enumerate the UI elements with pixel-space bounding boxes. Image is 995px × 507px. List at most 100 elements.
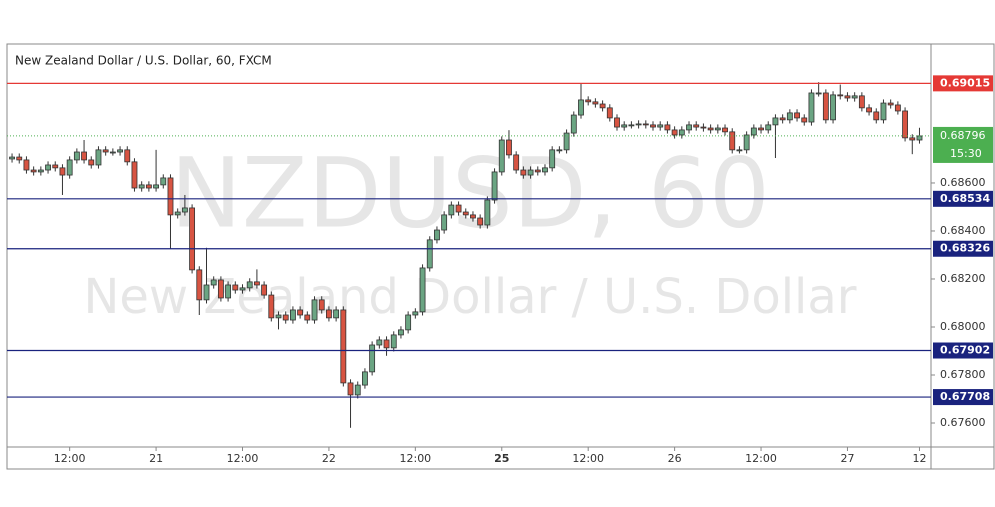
watermark-subtitle: New Zealand Dollar / U.S. Dollar <box>83 269 856 325</box>
candle-body <box>398 329 404 336</box>
candle-body <box>549 149 556 169</box>
candle-body <box>448 204 455 216</box>
candle-body <box>311 299 318 321</box>
candle-body <box>707 127 714 131</box>
candle-body <box>578 99 584 116</box>
candle-body <box>426 239 433 269</box>
candle-body <box>73 151 80 161</box>
x-tick-label: 26 <box>668 452 682 465</box>
candle-body <box>542 167 548 173</box>
candle-body <box>714 127 721 131</box>
candle-body <box>628 124 635 127</box>
chart-title: New Zealand Dollar / U.S. Dollar, 60, FX… <box>15 54 272 68</box>
candle-body <box>801 117 808 123</box>
candle-body <box>743 134 750 151</box>
level-label: 0.68534 <box>940 192 990 205</box>
candle-body <box>232 284 239 291</box>
x-tick-label: 12:00 <box>54 452 86 465</box>
candle-body <box>470 214 476 219</box>
x-tick-label: 21 <box>149 452 163 465</box>
candle-body <box>909 137 916 141</box>
x-tick-label: 12:00 <box>572 452 604 465</box>
candle-body <box>138 184 145 189</box>
candle-body <box>592 101 599 105</box>
candle-body <box>815 92 822 95</box>
candle-body <box>167 177 174 216</box>
candle-body <box>736 149 743 152</box>
candle-body <box>326 309 332 319</box>
x-tick-label: 12:00 <box>745 452 777 465</box>
candle-body <box>347 382 354 396</box>
candle-body <box>722 127 728 133</box>
last-price-box <box>933 126 993 163</box>
x-tick-label: 25 <box>494 452 509 465</box>
watermark: NZDUSD, 60 <box>170 137 770 249</box>
candle-body <box>318 299 325 311</box>
candle-body <box>131 161 138 189</box>
candle-body <box>419 267 426 313</box>
candle-body <box>275 314 282 319</box>
level-label-box <box>933 75 993 92</box>
candle-body <box>376 339 383 346</box>
candle-body <box>239 287 246 291</box>
candle-body <box>506 139 512 156</box>
candle-body <box>225 284 232 299</box>
candle-body <box>160 177 167 186</box>
candle-body <box>765 124 772 131</box>
candle-body <box>261 284 268 296</box>
candle-body <box>599 103 606 109</box>
candle-body <box>851 95 858 99</box>
candle-body <box>145 184 152 189</box>
level-label: 0.68326 <box>940 242 990 255</box>
y-tick-label: 0.67600 <box>940 416 986 429</box>
candle-body <box>45 164 51 171</box>
candle-body <box>873 111 880 121</box>
candle-body <box>570 114 577 134</box>
candle-body <box>16 156 23 161</box>
candle-body <box>210 279 217 286</box>
candle-body <box>124 149 131 163</box>
candle-body <box>822 92 829 121</box>
candle-body <box>109 151 116 154</box>
candle-body <box>383 339 390 349</box>
candle-body <box>750 127 757 136</box>
x-tick-label: 12:00 <box>227 452 259 465</box>
candle-body <box>153 184 159 189</box>
candle-body <box>678 129 685 136</box>
candle-body <box>282 314 289 321</box>
candle-body <box>794 112 800 119</box>
candle-body <box>297 309 304 316</box>
candle-body <box>369 344 376 373</box>
candle-body <box>808 92 815 123</box>
candle-body <box>779 117 786 121</box>
candle-body <box>758 127 764 131</box>
candle-body <box>880 102 887 121</box>
candle-body <box>556 149 563 152</box>
candle-body <box>534 169 541 173</box>
candle-body <box>174 211 181 216</box>
last-time-label: 15:30 <box>950 147 982 160</box>
candle-body <box>635 123 642 126</box>
candle-body <box>37 169 44 173</box>
candle-body <box>66 159 73 176</box>
candle-body <box>614 117 620 128</box>
candle-body <box>354 384 361 396</box>
candle-body <box>181 207 188 213</box>
candle-body <box>786 112 793 121</box>
candle-body <box>664 124 671 131</box>
candle-body <box>606 107 613 119</box>
candle-body <box>289 309 296 321</box>
candle-body <box>23 159 30 171</box>
y-tick-label: 0.68200 <box>940 272 986 285</box>
candle-body <box>520 169 527 176</box>
candle-body <box>844 95 851 99</box>
x-tick-label: 22 <box>322 452 336 465</box>
x-tick-label: 12 <box>912 452 926 465</box>
candle-body <box>52 164 59 169</box>
chart-frame <box>6 43 995 470</box>
candle-body <box>693 124 700 128</box>
y-tick-label: 0.68000 <box>940 320 986 333</box>
candle-body <box>498 139 505 173</box>
x-tick-label: 12:00 <box>399 452 431 465</box>
